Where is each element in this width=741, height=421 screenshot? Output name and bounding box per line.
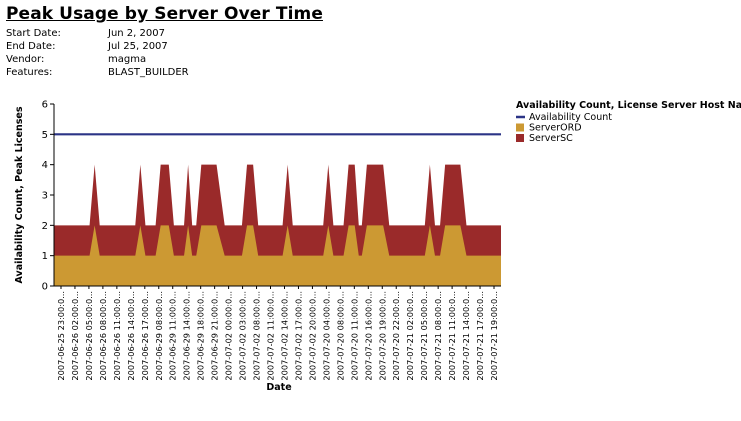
x-tick-label: 2007-07-20 19:00:0... — [377, 291, 387, 381]
x-tick-label: 2007-07-20 16:00:0... — [363, 291, 373, 381]
x-tick-label: 2007-06-29 14:00:0... — [182, 291, 192, 381]
features-value: BLAST_BUILDER — [108, 67, 189, 78]
x-tick-label: 2007-07-21 08:00:0... — [433, 291, 443, 381]
legend-entry-label: ServerSC — [529, 133, 573, 144]
legend-entry-label: Availability Count — [529, 112, 612, 123]
x-tick-label: 2007-07-21 02:00:0... — [405, 291, 415, 381]
x-tick-label: 2007-07-21 17:00:0... — [475, 291, 485, 381]
x-tick-label: 2007-06-29 18:00:0... — [196, 291, 206, 381]
x-tick-label: 2007-06-26 05:00:0... — [84, 291, 94, 381]
legend-swatch — [516, 123, 524, 132]
start-date-label: Start Date: — [6, 28, 61, 39]
x-tick-label: 2007-06-29 21:00:0... — [210, 291, 220, 381]
x-tick-label: 2007-06-26 17:00:0... — [140, 291, 150, 381]
vendor-value: magma — [108, 54, 147, 65]
page-title: Peak Usage by Server Over Time — [6, 4, 323, 24]
x-tick-label: 2007-07-21 11:00:0... — [447, 291, 457, 381]
y-axis-title: Availability Count, Peak Licenses — [14, 106, 25, 283]
start-date-value: Jun 2, 2007 — [108, 28, 165, 39]
x-tick-label: 2007-07-21 19:00:0... — [489, 291, 499, 381]
vendor-label: Vendor: — [6, 54, 45, 65]
y-tick-label: 5 — [42, 130, 48, 141]
y-tick-label: 4 — [42, 160, 48, 171]
x-tick-label: 2007-07-20 04:00:0... — [321, 291, 331, 381]
report-parameters: Start Date: Jun 2, 2007 End Date: Jul 25… — [6, 27, 189, 79]
x-tick-label: 2007-07-20 11:00:0... — [349, 291, 359, 381]
legend-title: Availability Count, License Server Host … — [516, 100, 741, 111]
x-tick-label: 2007-06-25 23:00:0... — [56, 291, 66, 381]
x-tick-label: 2007-07-02 11:00:0... — [266, 291, 276, 381]
y-tick-label: 6 — [42, 100, 48, 111]
legend-swatch — [516, 134, 524, 142]
y-tick-label: 3 — [42, 191, 48, 202]
x-tick-label: 2007-06-26 11:00:0... — [112, 291, 122, 381]
end-date-label: End Date: — [6, 41, 56, 52]
x-tick-label: 2007-07-02 14:00:0... — [279, 291, 289, 381]
x-tick-label: 2007-07-21 05:00:0... — [419, 291, 429, 381]
x-axis-title: Date — [266, 382, 291, 393]
serverord-area — [54, 225, 501, 286]
y-tick-label: 0 — [42, 282, 48, 293]
y-tick-label: 2 — [42, 221, 48, 232]
x-tick-label: 2007-07-20 08:00:0... — [335, 291, 345, 381]
x-tick-label: 2007-07-02 20:00:0... — [307, 291, 317, 381]
features-row: Features: BLAST_BUILDER — [6, 66, 189, 79]
vendor-row: Vendor: magma — [6, 53, 189, 66]
x-tick-label: 2007-06-26 02:00:0... — [70, 291, 80, 381]
x-tick-label: 2007-06-26 08:00:0... — [98, 291, 108, 381]
x-tick-label: 2007-07-02 03:00:0... — [238, 291, 248, 381]
x-tick-label: 2007-06-26 14:00:0... — [126, 291, 136, 381]
x-tick-label: 2007-07-02 17:00:0... — [293, 291, 303, 381]
x-tick-label: 2007-07-02 00:00:0... — [224, 291, 234, 381]
x-tick-label: 2007-06-29 08:00:0... — [154, 291, 164, 381]
x-tick-label: 2007-06-29 11:00:0... — [168, 291, 178, 381]
end-date-value: Jul 25, 2007 — [108, 41, 168, 52]
start-date-row: Start Date: Jun 2, 2007 — [6, 27, 189, 40]
legend-entry-label: ServerORD — [529, 123, 582, 134]
x-tick-label: 2007-07-02 08:00:0... — [252, 291, 262, 381]
y-tick-label: 1 — [42, 251, 48, 262]
features-label: Features: — [6, 67, 53, 78]
x-tick-label: 2007-07-21 14:00:0... — [461, 291, 471, 381]
end-date-row: End Date: Jul 25, 2007 — [6, 40, 189, 53]
x-tick-label: 2007-07-20 22:00:0... — [391, 291, 401, 381]
